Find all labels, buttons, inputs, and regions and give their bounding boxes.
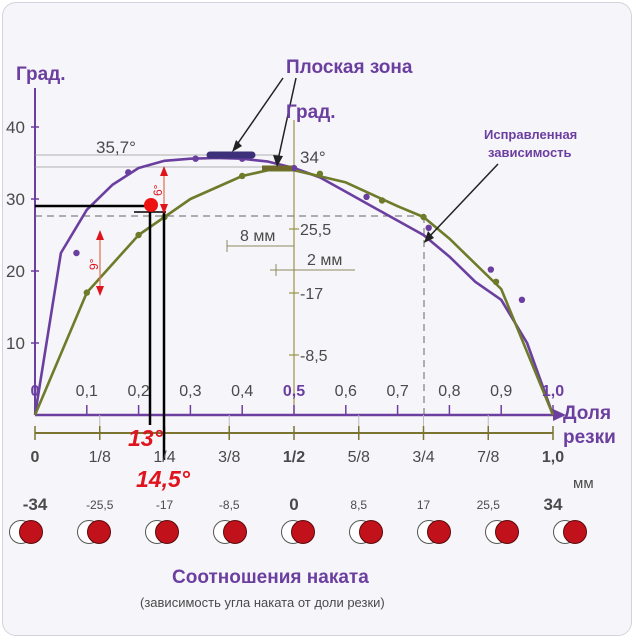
x-tick-label: 0,9 — [490, 383, 512, 400]
mm-tick-label: 17 — [417, 498, 431, 512]
mm-tick-label: 25,5 — [477, 498, 501, 512]
corrected-label-line2: зависимость — [488, 145, 572, 160]
mm-tick-label: 0 — [289, 495, 298, 514]
dimension-arrows — [96, 166, 355, 296]
inner-tick-label: -17 — [300, 286, 323, 303]
series-point-0 — [125, 169, 132, 176]
mm-tick-label: 8,5 — [350, 498, 367, 512]
series-point-0 — [192, 155, 199, 162]
dim-2mm-label: 2 мм — [307, 252, 342, 269]
corrected-label-line1: Исправленная — [484, 127, 577, 142]
roll-circles — [9, 520, 587, 544]
fraction-tick-label: 3/4 — [412, 449, 434, 466]
series-point-0 — [290, 164, 298, 172]
chart-subtitle: (зависимость угла наката от доли резки) — [140, 595, 385, 610]
dim-6deg-label: 6° — [151, 184, 165, 196]
series-point-1 — [135, 231, 142, 239]
x-axis-arrow — [553, 409, 566, 421]
x-label-line1: Доля — [563, 403, 611, 424]
series-point-1 — [378, 197, 386, 204]
x-tick-label: 0,2 — [127, 383, 149, 400]
series-point-0 — [487, 266, 495, 273]
mm-tick-label: 34 — [544, 495, 563, 514]
fraction-tick-label: 3/8 — [218, 449, 240, 466]
flat-zone-marker — [206, 77, 297, 171]
inner-peak-label: 34° — [300, 148, 326, 167]
series-point-1 — [239, 172, 246, 180]
x-tick-label: 1,0 — [542, 383, 564, 400]
fraction-tick-label: 5/8 — [348, 449, 370, 466]
inner-tick-label: -8,5 — [300, 348, 328, 365]
mm-unit-label: мм — [573, 475, 594, 492]
mm-tick-label: -25,5 — [86, 498, 114, 512]
dim-8mm-label: 8 мм — [240, 228, 275, 245]
y-tick-label: 20 — [6, 262, 25, 281]
fraction-tick-label: 7/8 — [477, 449, 499, 466]
roll-circle — [155, 520, 179, 544]
roll-circle — [563, 520, 587, 544]
series-point-1 — [83, 289, 91, 296]
red-13-label: 13° — [128, 425, 164, 451]
series-points — [73, 155, 526, 303]
series-point-1 — [420, 213, 427, 221]
mm-tick-label: -17 — [156, 498, 174, 512]
x-tick-label: 0,3 — [179, 383, 201, 400]
red-145-label: 14,5° — [136, 466, 191, 492]
series-point-0 — [425, 224, 432, 231]
red-marker-point — [144, 198, 158, 212]
y-tick-label: 30 — [6, 190, 25, 209]
mm-tick-label: -34 — [23, 495, 48, 514]
dim-9deg-label: 9° — [87, 258, 101, 270]
series-point-0 — [363, 193, 370, 201]
x-label-line2: резки — [563, 427, 616, 448]
mm-tick-label: -8,5 — [219, 498, 240, 512]
y-tick-label: 40 — [6, 118, 25, 137]
x-tick-label: 0,1 — [76, 383, 98, 400]
roll-circle — [291, 520, 315, 544]
roll-circle — [427, 520, 451, 544]
flat-zone-label: Плоская зона — [286, 57, 413, 78]
fraction-tick-label: 1/2 — [283, 449, 305, 466]
x-tick-label: 0,5 — [283, 383, 305, 400]
fraction-tick-label: 1,0 — [542, 449, 564, 466]
y-tick-label: 10 — [6, 334, 25, 353]
roll-circle — [495, 520, 519, 544]
fraction-tick-label: 0 — [31, 449, 40, 466]
x-tick-label: 0,4 — [231, 383, 253, 400]
roll-circle — [87, 520, 111, 544]
fraction-tick-label: 1/8 — [89, 449, 111, 466]
tick-labels: 10 20 30 40 0 0,1 0,2 0,3 0,4 0,5 0,6 0,7 0,8 0,9 1,0 0… — [6, 118, 564, 514]
x-tick-label: 0,6 — [335, 383, 357, 400]
series-point-0 — [518, 296, 526, 303]
y-axis-label: Град. — [16, 64, 66, 85]
fraction-tick-label: 1/4 — [153, 449, 175, 466]
chart-title: Соотношения наката — [172, 567, 369, 588]
peak-value-label: 35,7° — [96, 138, 136, 157]
series-point-1 — [492, 278, 500, 285]
roll-circle — [19, 520, 43, 544]
roll-circle — [223, 520, 247, 544]
roll-circle — [359, 520, 383, 544]
construction-lines — [35, 198, 166, 460]
series-point-1 — [316, 170, 324, 177]
corrected-pointer — [424, 163, 499, 243]
inner-axis-label: Град. — [286, 102, 336, 123]
x-tick-label: 0 — [31, 383, 40, 400]
x-tick-label: 0,7 — [386, 383, 408, 400]
x-tick-label: 0,8 — [438, 383, 460, 400]
series-point-0 — [73, 249, 80, 257]
inner-tick-label: 25,5 — [300, 222, 331, 239]
